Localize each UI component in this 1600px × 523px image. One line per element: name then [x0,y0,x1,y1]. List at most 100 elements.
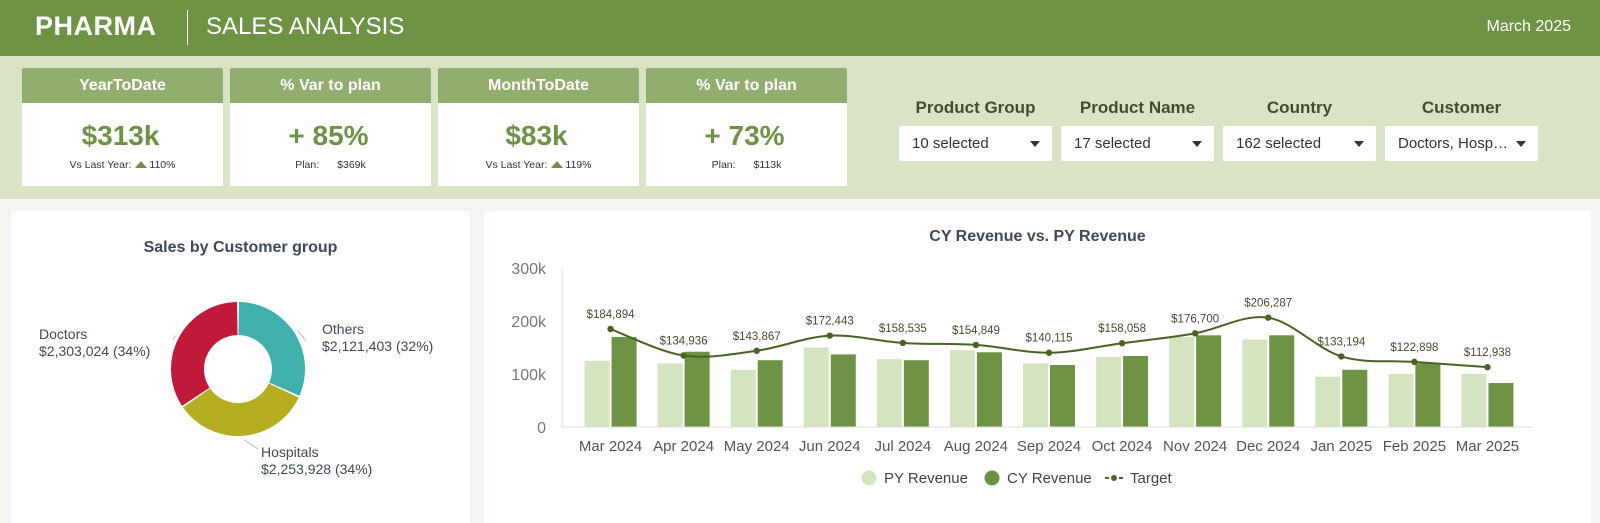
py-revenue-bar[interactable] [1242,339,1268,427]
cy-revenue-bar[interactable] [611,336,637,427]
target-point[interactable] [826,332,833,339]
product-group-dropdown[interactable]: 10 selected [899,126,1052,161]
caret-down-icon [1354,141,1364,147]
target-point[interactable] [753,347,760,354]
kpi-value: + 73% [704,120,785,151]
target-point[interactable] [1265,314,1272,321]
up-arrow-icon [551,161,564,169]
py-revenue-bar[interactable] [1315,376,1341,427]
py-revenue-bar[interactable] [1461,374,1487,427]
cy-revenue-bar[interactable] [830,354,856,427]
py-revenue-bar[interactable] [584,360,610,427]
target-point[interactable] [1191,330,1199,337]
up-arrow-icon [135,161,148,169]
target-point[interactable] [972,341,980,349]
py-revenue-bar[interactable] [1169,336,1195,427]
kpi-sub-label: Vs Last Year: [69,159,132,171]
kpi-sub-label: Plan: [711,159,736,171]
kpi-card-var-plan-mtd: % Var to plan + 73% Plan: $113k [646,68,847,186]
cy-revenue-bar[interactable] [684,351,710,427]
country-dropdown[interactable]: 162 selected [1223,126,1376,161]
donut-slice-others[interactable] [238,302,306,396]
kpi-sub-label: Vs Last Year: [485,159,548,171]
leader-line [243,439,259,450]
revenue-chart: 0 100k 200k 300k Mar 2024 Apr 2024 May 2024 Jun… [511,261,1532,487]
report-date: March 2025 [1486,18,1572,35]
cy-revenue-bar[interactable] [1488,383,1514,427]
kpi-title: MonthToDate [438,68,639,103]
donut-slice-hospitals[interactable] [183,383,299,436]
dropdown-value: 162 selected [1236,135,1322,152]
target-data-label: $140,115 [1025,333,1072,345]
target-data-label: $134,936 [660,335,708,347]
brand-logo: PHARMA [35,11,157,41]
header-divider [187,10,188,45]
target-point[interactable] [1118,340,1126,347]
kpi-title: % Var to plan [646,68,847,103]
kpi-sub-value: 110% [149,159,176,171]
py-revenue-bar[interactable] [803,347,829,428]
kpi-value: + 85% [288,120,369,151]
py-revenue-bar[interactable] [657,363,683,427]
target-data-label: $176,700 [1171,313,1219,325]
kpi-sub-value: 119% [565,159,592,171]
y-tick-label: 100k [511,367,547,384]
target-point[interactable] [607,325,614,333]
py-revenue-bar[interactable] [1023,363,1048,427]
filter-label-customer: Customer [1421,98,1502,117]
cy-revenue-bar[interactable] [1269,335,1295,427]
x-tick-label: Oct 2024 [1092,438,1153,455]
donut-title: Sales by Customer group [143,239,338,256]
donut-label-name: Hospitals [261,444,319,460]
donut-label-value: $2,121,403 (32%) [322,338,433,354]
legend-swatch [984,470,1000,486]
kpi-value: $83k [505,120,568,151]
revenue-chart-panel: CY Revenue vs. PY Revenue 0 100k 200k 300k M… [484,211,1591,523]
x-tick-label: Jan 2025 [1310,438,1372,455]
donut-label-value: $2,303,024 (34%) [39,343,150,359]
x-tick-label: Sep 2024 [1017,438,1081,455]
cy-revenue-bar[interactable] [1342,369,1368,427]
chart-title: CY Revenue vs. PY Revenue [929,228,1146,245]
target-data-label: $158,058 [1098,323,1146,335]
leader-line [297,330,307,342]
page-title: SALES ANALYSIS [206,13,405,40]
dropdown-value: 17 selected [1074,135,1151,152]
cy-revenue-bar[interactable] [976,352,1002,427]
target-point[interactable] [1045,349,1053,356]
py-revenue-bar[interactable] [730,369,756,427]
legend-label: PY Revenue [884,470,968,487]
legend-marker [1111,475,1117,481]
customer-dropdown[interactable]: Doctors, Hospit... [1385,126,1538,161]
py-revenue-bar[interactable] [1096,357,1122,427]
donut-label-name: Doctors [39,326,87,342]
app-header: PHARMA SALES ANALYSIS March 2025 [0,0,1600,56]
dropdown-value: 10 selected [912,135,989,152]
kpi-card-mtd: MonthToDate $83k Vs Last Year: 119% [438,68,639,186]
y-tick-label: 200k [511,314,547,331]
caret-down-icon [1516,141,1526,147]
product-name-dropdown[interactable]: 17 selected [1061,126,1214,161]
py-revenue-bar[interactable] [949,350,975,427]
target-data-label: $154,849 [952,325,1000,337]
cy-revenue-bar[interactable] [1050,364,1075,427]
kpi-subtext: Vs Last Year: 119% [438,159,639,171]
cy-revenue-bar[interactable] [1196,335,1222,427]
cy-revenue-bar[interactable] [1123,355,1149,427]
target-point[interactable] [899,339,907,347]
cy-revenue-bar[interactable] [1415,363,1441,427]
donut-slice-doctors[interactable] [171,302,238,406]
py-revenue-bar[interactable] [1388,374,1414,427]
target-point[interactable] [1484,363,1491,371]
x-tick-label: Nov 2024 [1163,438,1227,455]
y-tick-label: 0 [537,420,546,437]
sales-by-customer-panel: Sales by Customer group Others $2,121,403… [11,211,470,523]
target-point[interactable] [1338,353,1345,360]
py-revenue-bar[interactable] [876,359,902,427]
target-point[interactable] [680,352,687,359]
target-point[interactable] [1411,358,1418,366]
kpi-sub-value: $113k [753,159,782,171]
cy-revenue-bar[interactable] [903,360,929,427]
cy-revenue-bar[interactable] [757,360,783,427]
kpi-subtext: Plan: $369k [230,159,431,171]
